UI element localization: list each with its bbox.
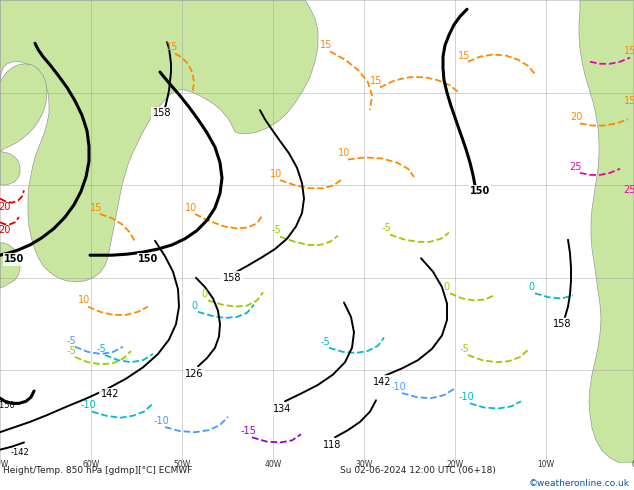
Text: 15: 15 xyxy=(624,96,634,106)
Text: 142: 142 xyxy=(373,377,391,387)
Text: 25: 25 xyxy=(570,162,582,172)
Text: 15: 15 xyxy=(370,76,382,86)
Text: ©weatheronline.co.uk: ©weatheronline.co.uk xyxy=(529,479,630,488)
Text: Height/Temp. 850 hPa [gdmp][°C] ECMWF: Height/Temp. 850 hPa [gdmp][°C] ECMWF xyxy=(3,466,192,475)
Polygon shape xyxy=(0,0,318,282)
Text: 158: 158 xyxy=(223,273,242,283)
Text: -15: -15 xyxy=(240,426,256,436)
Text: -5: -5 xyxy=(459,344,469,354)
Text: 0: 0 xyxy=(443,282,449,292)
Text: 20W: 20W xyxy=(446,460,463,469)
Text: 15: 15 xyxy=(320,40,332,50)
Text: 10: 10 xyxy=(78,295,90,305)
Text: 10: 10 xyxy=(338,148,350,158)
Text: 142: 142 xyxy=(101,389,119,399)
Text: 15: 15 xyxy=(90,203,102,213)
Text: 126: 126 xyxy=(184,368,204,379)
Text: -5: -5 xyxy=(66,336,76,345)
Polygon shape xyxy=(579,0,634,463)
Text: 150: 150 xyxy=(4,254,24,264)
Text: -142: -142 xyxy=(11,448,29,457)
Text: 20: 20 xyxy=(0,202,10,212)
Text: -10: -10 xyxy=(458,392,474,402)
Text: 40W: 40W xyxy=(264,460,281,469)
Text: 150: 150 xyxy=(470,186,490,196)
Text: 60W: 60W xyxy=(82,460,100,469)
Text: 0: 0 xyxy=(201,289,207,299)
Text: 118: 118 xyxy=(323,440,341,449)
Text: 25: 25 xyxy=(624,185,634,196)
Text: 15: 15 xyxy=(166,42,178,52)
Text: -5: -5 xyxy=(271,225,281,236)
Text: 15: 15 xyxy=(458,50,470,61)
Text: 30W: 30W xyxy=(356,460,373,469)
Text: -5: -5 xyxy=(66,346,76,356)
Polygon shape xyxy=(0,151,20,185)
Text: -150: -150 xyxy=(0,401,15,410)
Text: 0: 0 xyxy=(191,300,197,311)
Text: 134: 134 xyxy=(273,403,291,414)
Text: -5: -5 xyxy=(320,337,330,346)
Text: -10: -10 xyxy=(80,400,96,411)
Text: -10: -10 xyxy=(153,416,169,426)
Text: 10: 10 xyxy=(185,203,197,213)
Text: -5: -5 xyxy=(381,223,391,233)
Text: 10W: 10W xyxy=(538,460,555,469)
Text: 158: 158 xyxy=(553,319,571,329)
Text: 15: 15 xyxy=(624,47,634,56)
Text: -10: -10 xyxy=(390,382,406,392)
Text: 20: 20 xyxy=(570,112,582,122)
Text: 70W: 70W xyxy=(0,460,9,469)
Text: 158: 158 xyxy=(153,108,171,118)
Text: 50W: 50W xyxy=(173,460,191,469)
Polygon shape xyxy=(0,64,47,151)
Polygon shape xyxy=(0,243,20,288)
Text: 150: 150 xyxy=(138,254,158,264)
Text: 0: 0 xyxy=(631,460,634,469)
Text: Su 02-06-2024 12:00 UTC (06+18): Su 02-06-2024 12:00 UTC (06+18) xyxy=(340,466,496,475)
Text: 10: 10 xyxy=(270,169,282,179)
Text: 20: 20 xyxy=(0,225,10,236)
Text: -5: -5 xyxy=(96,344,106,354)
Text: 0: 0 xyxy=(528,282,534,292)
